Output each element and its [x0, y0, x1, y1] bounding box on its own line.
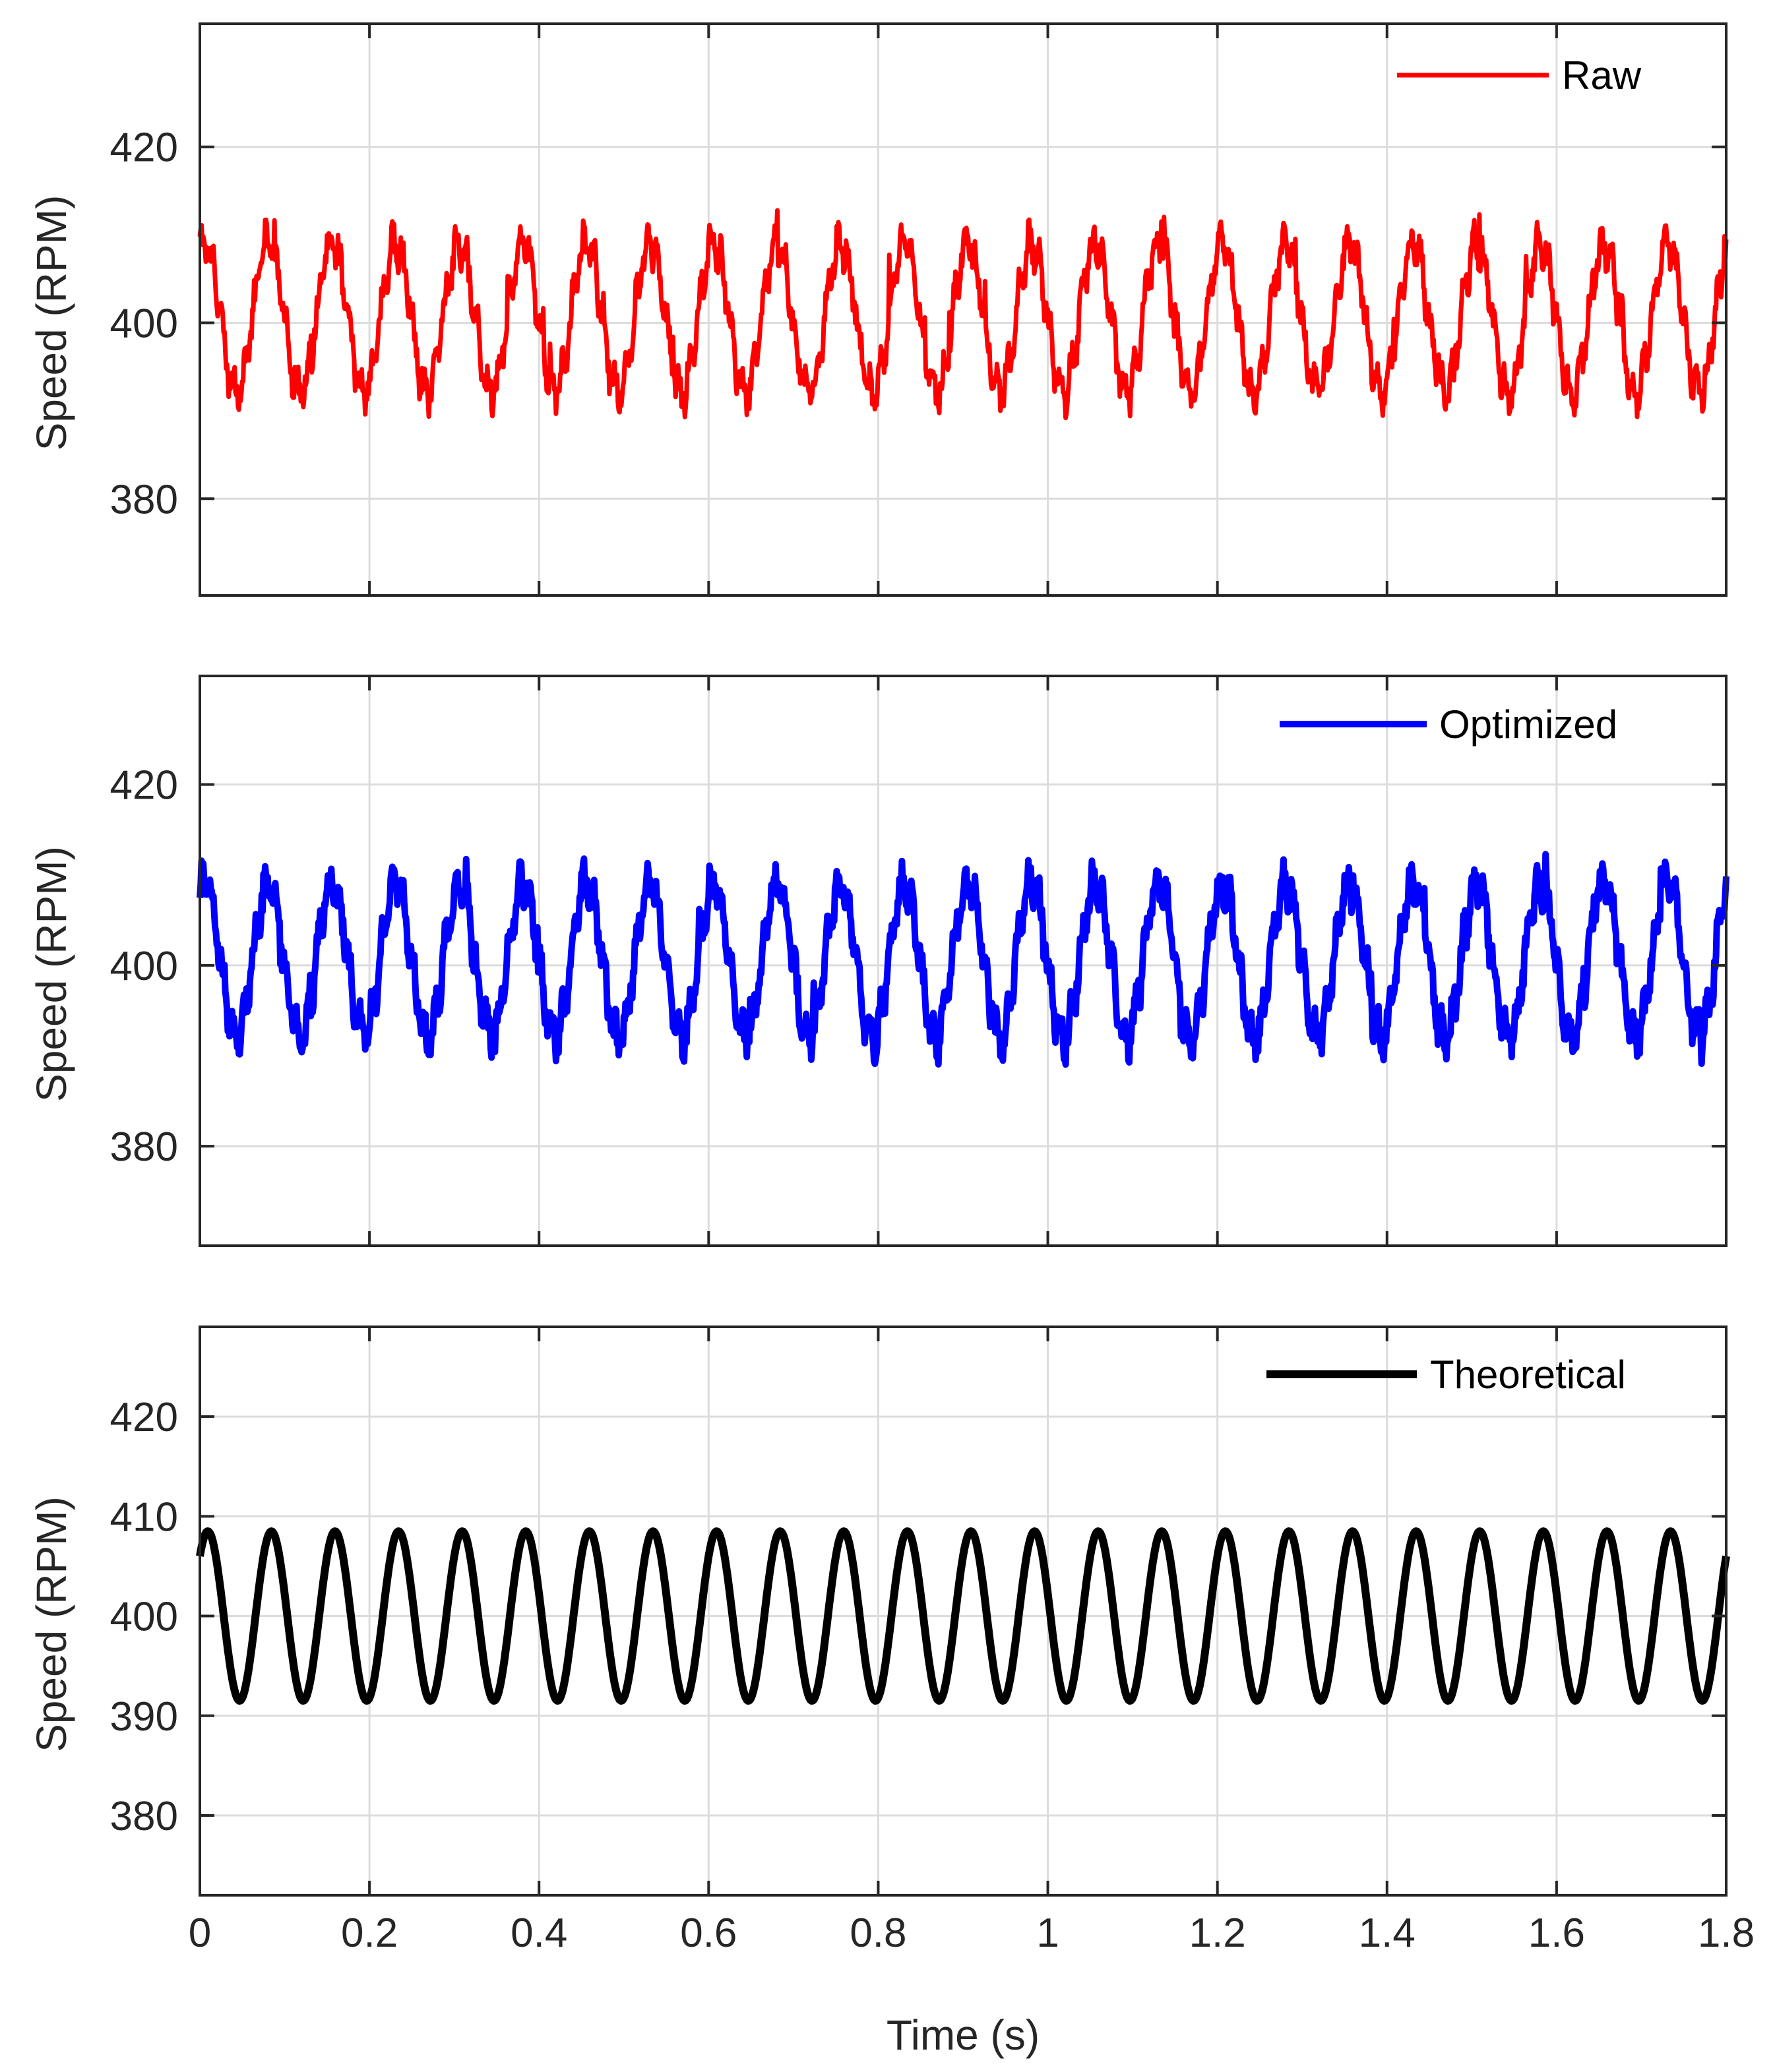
- x-tick-label: 1.8: [1698, 1910, 1755, 1956]
- y-axis-label: Speed (RPM): [28, 195, 75, 451]
- x-tick-label: 0.8: [850, 1910, 906, 1956]
- series-line-optimized: [197, 851, 1729, 1068]
- y-tick-label: 380: [110, 1794, 178, 1839]
- x-tick-label: 0.4: [511, 1910, 567, 1956]
- x-tick-label: 1.4: [1359, 1910, 1416, 1956]
- y-tick-label: 380: [110, 477, 178, 522]
- x-axis-label: Time (s): [887, 2011, 1040, 2059]
- x-tick-label: 1: [1036, 1910, 1059, 1956]
- series-line-theoretical: [196, 1527, 1730, 1705]
- y-axis-label: Speed (RPM): [28, 846, 75, 1102]
- plot-frame: [199, 22, 1728, 597]
- y-axis-label: Speed (RPM): [28, 1496, 75, 1752]
- y-tick-label: 420: [110, 1395, 178, 1440]
- x-tick-label: 0.2: [341, 1910, 398, 1956]
- legend-label: Raw: [1562, 53, 1642, 98]
- panel-3: Theoretical 380 390 400 410 420 0 0.2 0.4 0.6 0.8 1…: [28, 1325, 1755, 1956]
- plot-frame: [199, 675, 1728, 1247]
- y-tick-label: 400: [110, 301, 178, 347]
- y-tick-label: 400: [110, 944, 178, 989]
- y-tick-label: 420: [110, 125, 178, 171]
- x-tick-label: 0.6: [680, 1910, 737, 1956]
- y-tick-label: 420: [110, 763, 178, 808]
- x-tick-label: 1.2: [1189, 1910, 1246, 1956]
- legend-label: Optimized: [1439, 702, 1617, 747]
- panel-2: Optimized 380 400 420 Speed (RPM): [28, 675, 1729, 1247]
- y-tick-label: 410: [110, 1494, 178, 1540]
- legend-label: Theoretical: [1430, 1353, 1626, 1397]
- y-tick-label: 400: [110, 1595, 178, 1640]
- plot-frame: [199, 1325, 1728, 1897]
- panel-1: Raw 380 400 420 Speed (RPM): [28, 22, 1729, 597]
- series-line-raw: [197, 208, 1729, 421]
- y-tick-label: 380: [110, 1124, 178, 1170]
- panels: Raw 380 400 420 Speed (RPM) Optimized 380 400 42…: [28, 22, 1755, 1956]
- y-tick-label: 390: [110, 1694, 178, 1740]
- x-tick-label: 1.6: [1528, 1910, 1585, 1956]
- x-tick-label: 0: [189, 1910, 211, 1956]
